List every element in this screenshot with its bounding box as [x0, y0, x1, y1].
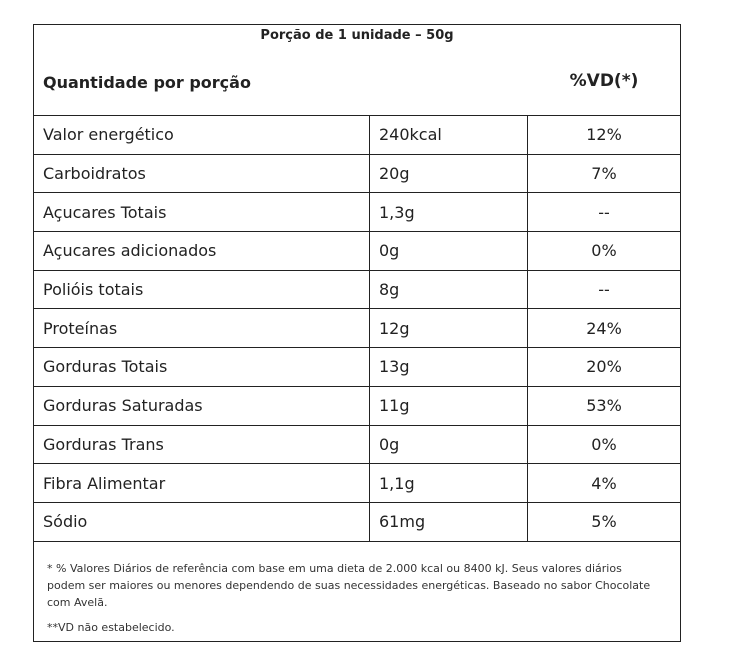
footnote-vd: **VD não estabelecido. — [47, 621, 175, 634]
nutrient-amount: 0g — [369, 424, 528, 465]
nutrient-amount: 1,3g — [369, 192, 528, 233]
table-row: Gorduras Trans 0g 0% — [33, 424, 681, 465]
nutrient-name: Gorduras Saturadas — [33, 385, 370, 426]
nutrient-amount: 12g — [369, 308, 528, 349]
nutrient-name: Gorduras Totais — [33, 347, 370, 387]
nutrient-name: Proteínas — [33, 308, 370, 349]
nutrient-amount: 61mg — [369, 501, 528, 542]
nutrient-vd: 12% — [527, 115, 681, 155]
nutrient-amount: 20g — [369, 153, 528, 194]
nutrient-vd: 4% — [527, 463, 681, 503]
nutrient-amount: 8g — [369, 269, 528, 310]
nutrient-vd: 53% — [527, 385, 681, 426]
footnote: * % Valores Diários de referência com ba… — [47, 562, 651, 609]
nutrient-amount: 11g — [369, 385, 528, 426]
vd-header: %VD(*) — [569, 71, 639, 91]
table-row: Sódio 61mg 5% — [33, 501, 681, 542]
nutrient-vd: 0% — [527, 424, 681, 465]
nutrient-name: Valor energético — [33, 115, 370, 155]
nutrient-amount: 13g — [369, 347, 528, 387]
table-row: Açucares adicionados 0g 0% — [33, 231, 681, 271]
nutrition-facts-table: Porção de 1 unidade – 50g Quantidade por… — [33, 24, 681, 642]
nutrient-vd: 7% — [527, 153, 681, 194]
portion-size: Porção de 1 unidade – 50g — [260, 28, 454, 43]
table-row: Gorduras Totais 13g 20% — [33, 347, 681, 387]
nutrient-vd: -- — [527, 269, 681, 310]
nutrient-name: Sódio — [33, 501, 370, 542]
nutrient-name: Carboidratos — [33, 153, 370, 194]
table-row: Valor energético 240kcal 12% — [33, 115, 681, 155]
nutrient-vd: 5% — [527, 501, 681, 542]
nutrient-amount: 240kcal — [369, 115, 528, 155]
nutrient-vd: 0% — [527, 231, 681, 271]
nutrient-vd: 20% — [527, 347, 681, 387]
table-row: Carboidratos 20g 7% — [33, 153, 681, 194]
nutrient-amount: 1,1g — [369, 463, 528, 503]
nutrient-name: Gorduras Trans — [33, 424, 370, 465]
nutrient-vd: 24% — [527, 308, 681, 349]
quantity-header: Quantidade por porção — [43, 73, 251, 92]
nutrient-name: Açucares adicionados — [33, 231, 370, 271]
nutrient-vd: -- — [527, 192, 681, 233]
table-row: Gorduras Saturadas 11g 53% — [33, 385, 681, 426]
nutrient-amount: 0g — [369, 231, 528, 271]
nutrient-name: Açucares Totais — [33, 192, 370, 233]
table-row: Proteínas 12g 24% — [33, 308, 681, 349]
nutrient-name: Polióis totais — [33, 269, 370, 310]
nutrient-name: Fibra Alimentar — [33, 463, 370, 503]
table-row: Polióis totais 8g -- — [33, 269, 681, 310]
nutrients-table: Valor energético 240kcal 12% Carboidratos 20… — [33, 115, 681, 542]
table-row: Fibra Alimentar 1,1g 4% — [33, 463, 681, 503]
table-row: Açucares Totais 1,3g -- — [33, 192, 681, 233]
